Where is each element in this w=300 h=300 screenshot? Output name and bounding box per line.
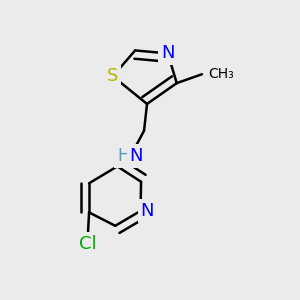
Text: Cl: Cl — [79, 235, 96, 253]
Text: S: S — [107, 67, 118, 85]
Text: N: N — [129, 147, 143, 165]
Text: N: N — [161, 44, 175, 62]
Text: CH₃: CH₃ — [208, 67, 234, 81]
Text: H: H — [117, 147, 130, 165]
Text: N: N — [140, 202, 154, 220]
